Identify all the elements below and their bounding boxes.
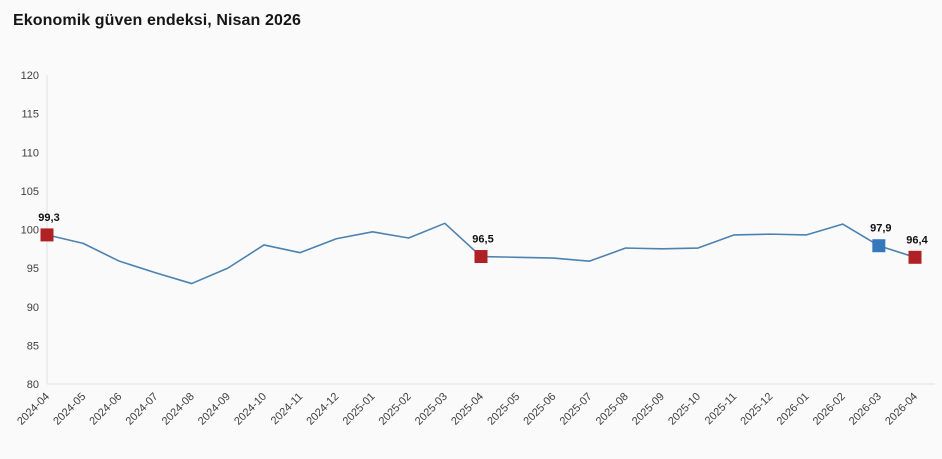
x-tick-label: 2024-10 (232, 391, 269, 428)
x-tick-label: 2025-11 (703, 391, 739, 427)
x-tick-label: 2025-03 (413, 391, 450, 428)
y-tick-label: 115 (21, 109, 39, 121)
x-tick-label: 2024-04 (15, 391, 52, 428)
x-tick-label: 2024-09 (196, 391, 233, 428)
x-tick-label: 2026-03 (847, 391, 884, 428)
y-tick-label: 100 (21, 225, 39, 237)
x-tick-label: 2025-08 (594, 391, 631, 428)
x-tick-label: 2025-04 (449, 391, 486, 428)
x-tick-label: 2026-01 (775, 391, 812, 428)
x-tick-label: 2025-01 (341, 391, 378, 428)
value-label-2026-03: 97,9 (870, 223, 891, 235)
x-tick-label: 2025-02 (377, 391, 414, 428)
x-tick-label: 2025-07 (558, 391, 595, 428)
y-tick-label: 110 (21, 147, 39, 159)
marker-2026-04[interactable] (908, 250, 922, 264)
marker-2025-04[interactable] (474, 250, 488, 264)
x-tick-label: 2025-05 (485, 391, 522, 428)
marker-2026-03[interactable] (872, 239, 886, 253)
x-tick-label: 2024-12 (304, 391, 341, 428)
y-tick-label: 90 (27, 302, 39, 314)
y-tick-label: 105 (21, 186, 39, 198)
x-tick-label: 2025-06 (521, 391, 558, 428)
x-tick-label: 2024-08 (160, 391, 197, 428)
x-tick-label: 2025-09 (630, 391, 667, 428)
value-label-2024-04: 99,3 (38, 212, 59, 224)
y-tick-label: 120 (21, 70, 39, 82)
value-label-2025-04: 96,5 (472, 234, 493, 246)
x-tick-label: 2025-10 (666, 391, 703, 428)
marker-2024-04[interactable] (40, 228, 54, 242)
x-tick-label: 2024-07 (124, 391, 161, 428)
x-tick-label: 2025-12 (738, 391, 775, 428)
x-tick-label: 2024-06 (87, 391, 124, 428)
x-tick-label: 2026-02 (811, 391, 848, 428)
chart-title: Ekonomik güven endeksi, Nisan 2026 (13, 12, 301, 29)
y-tick-label: 85 (27, 340, 39, 352)
y-tick-label: 95 (27, 263, 39, 275)
y-tick-label: 80 (27, 379, 39, 391)
value-label-2026-04: 96,4 (906, 234, 928, 246)
x-tick-label: 2024-05 (51, 391, 88, 428)
x-tick-label: 2026-04 (883, 391, 920, 428)
x-tick-label: 2024-11 (269, 391, 305, 427)
